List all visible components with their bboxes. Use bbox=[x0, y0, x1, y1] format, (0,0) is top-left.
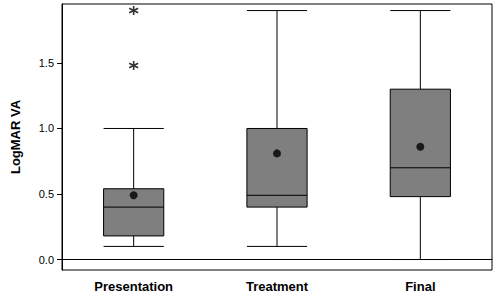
svg-text:1.0: 1.0 bbox=[39, 122, 54, 134]
svg-text:Final: Final bbox=[405, 279, 435, 294]
svg-text:0.0: 0.0 bbox=[39, 254, 54, 266]
svg-text:Treatment: Treatment bbox=[246, 279, 309, 294]
svg-text:Presentation: Presentation bbox=[94, 279, 173, 294]
svg-text:0.5: 0.5 bbox=[39, 188, 54, 200]
svg-text:LogMAR VA: LogMAR VA bbox=[8, 99, 23, 174]
svg-text:1.5: 1.5 bbox=[39, 57, 54, 69]
